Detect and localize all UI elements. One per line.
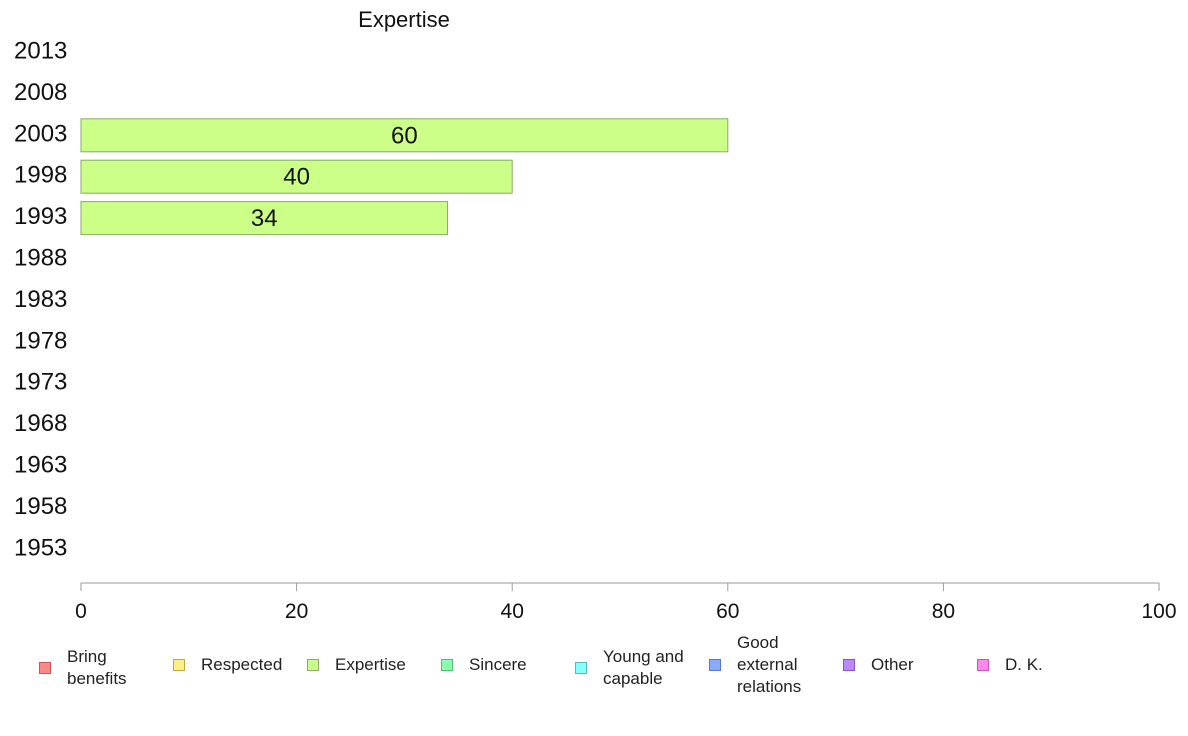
legend-label: D. K. <box>1005 655 1043 674</box>
x-tick-label-100: 100 <box>1141 600 1176 623</box>
bar-1998 <box>80 159 513 194</box>
y-tick-label-1968: 1968 <box>14 410 67 437</box>
legend-swatch-sincere <box>441 659 453 671</box>
x-tick-label-80: 80 <box>932 600 955 623</box>
chart-title: Expertise <box>358 7 450 32</box>
legend-label: Other <box>871 655 914 674</box>
legend-label: Young and capable <box>603 647 684 688</box>
y-tick-label-1988: 1988 <box>14 245 67 272</box>
bars-layer <box>80 118 729 236</box>
x-tick-label-40: 40 <box>501 600 524 623</box>
y-tick-label-1963: 1963 <box>14 452 67 479</box>
legend-swatch-dk <box>977 659 989 671</box>
y-tick-label-1978: 1978 <box>14 327 67 354</box>
legend-swatch-good-external-relations <box>709 659 721 671</box>
y-tick-label-1998: 1998 <box>14 162 67 189</box>
x-axis: 0 20 40 60 80 100 <box>75 582 1177 623</box>
bar-2003 <box>80 118 729 153</box>
y-tick-label-1983: 1983 <box>14 286 67 313</box>
y-tick-label-2008: 2008 <box>14 79 67 106</box>
legend-swatch-respected <box>173 659 185 671</box>
legend-swatch-bring-benefits <box>39 662 51 674</box>
legend-item-dk: D. K. <box>977 654 1107 676</box>
bar-1993 <box>80 201 449 236</box>
legend-item-other: Other <box>843 654 973 676</box>
legend-swatch-young-and-capable <box>575 662 587 674</box>
y-tick-labels: 2013 2008 2003 1998 1993 1988 1983 1978 1973 1968… <box>14 38 67 562</box>
legend-item-young-and-capable: Young and capable <box>575 646 705 690</box>
x-tick-label-20: 20 <box>285 600 308 623</box>
data-label-1993: 34 <box>251 205 278 232</box>
legend-label: Sincere <box>469 655 527 674</box>
legend-label: Expertise <box>335 655 406 674</box>
legend-item-respected: Respected <box>173 654 303 676</box>
y-tick-label-1973: 1973 <box>14 369 67 396</box>
legend: Bring benefits Respected Expertise Since… <box>0 630 1188 710</box>
y-tick-label-2003: 2003 <box>14 120 67 147</box>
legend-label: Good external relations <box>737 633 802 696</box>
legend-swatch-expertise <box>307 659 319 671</box>
legend-item-bring-benefits: Bring benefits <box>39 646 159 690</box>
legend-label: Bring benefits <box>67 647 127 688</box>
data-label-1998: 40 <box>283 164 310 191</box>
y-tick-label-1958: 1958 <box>14 493 67 520</box>
legend-item-expertise: Expertise <box>307 654 437 676</box>
bar-chart: Expertise 2013 2008 2003 1998 1993 1988 1983 19… <box>14 7 1177 623</box>
y-tick-label-1993: 1993 <box>14 203 67 230</box>
x-tick-label-60: 60 <box>716 600 739 623</box>
data-label-2003: 60 <box>391 122 418 149</box>
legend-item-sincere: Sincere <box>441 654 571 676</box>
legend-label: Respected <box>201 655 283 674</box>
legend-item-good-external-relations: Good external relations <box>709 632 839 698</box>
legend-swatch-other <box>843 659 855 671</box>
y-tick-label-2013: 2013 <box>14 38 67 65</box>
y-tick-label-1953: 1953 <box>14 534 67 561</box>
x-tick-label-0: 0 <box>75 600 87 623</box>
